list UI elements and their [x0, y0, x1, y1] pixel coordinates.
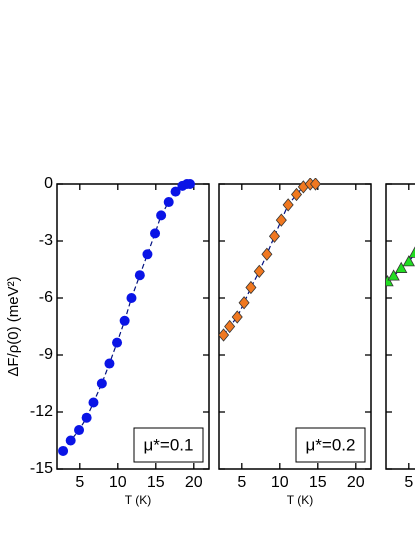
x-tick-label: 5 [404, 474, 413, 491]
point [126, 293, 137, 303]
y-tick-label: -9 [39, 346, 53, 363]
point [65, 435, 76, 446]
x-axis-label: T (K) [125, 493, 151, 507]
x-tick-label: 20 [185, 474, 203, 491]
point [395, 261, 408, 273]
point [96, 378, 107, 389]
point [142, 249, 153, 260]
x-tick-label: 5 [237, 474, 246, 491]
point [81, 412, 92, 423]
plot-area [58, 179, 195, 456]
frame [385, 183, 415, 470]
point [134, 270, 145, 281]
y-axis-label: ΔF/ρ(0) (meV²) [5, 276, 22, 376]
point [408, 246, 415, 258]
point [282, 198, 294, 212]
x-tick-label: 10 [271, 474, 289, 491]
legend-label: μ*=0.2 [306, 435, 356, 454]
y-tick-label: -6 [39, 289, 53, 306]
point [231, 310, 243, 324]
point [156, 210, 167, 221]
point [104, 358, 115, 369]
y-tick-label: -15 [30, 460, 53, 477]
y-tick-label: -3 [39, 232, 53, 249]
point [170, 186, 181, 197]
point [238, 296, 250, 310]
point [402, 255, 415, 267]
point [163, 197, 174, 208]
point [119, 315, 130, 326]
point [88, 397, 99, 408]
point [245, 280, 257, 295]
x-tick-label: 15 [309, 474, 327, 491]
point [58, 445, 69, 456]
point [309, 178, 322, 191]
point [112, 337, 123, 348]
plot-area [386, 246, 415, 287]
point [268, 229, 281, 243]
point [290, 187, 303, 202]
frame [56, 183, 210, 470]
legend-label: μ*=0.1 [144, 435, 194, 454]
x-tick-label: 5 [75, 474, 84, 491]
x-axis-label: T (K) [287, 493, 313, 507]
point [74, 425, 85, 436]
y-tick-label: 0 [44, 175, 53, 192]
y-tick-label: -12 [30, 403, 53, 420]
point [185, 179, 195, 189]
point [275, 213, 287, 227]
x-tick-label: 20 [347, 474, 365, 491]
point [224, 319, 236, 334]
legend-box [133, 427, 204, 463]
point [253, 264, 265, 279]
frame [218, 183, 372, 470]
legend-box [295, 427, 366, 463]
plot-area [219, 178, 322, 342]
point [386, 275, 394, 287]
point [219, 328, 230, 342]
point [387, 269, 400, 281]
x-tick-label: 15 [147, 474, 165, 491]
point [150, 228, 161, 239]
point [261, 247, 273, 261]
x-tick-label: 10 [109, 474, 127, 491]
